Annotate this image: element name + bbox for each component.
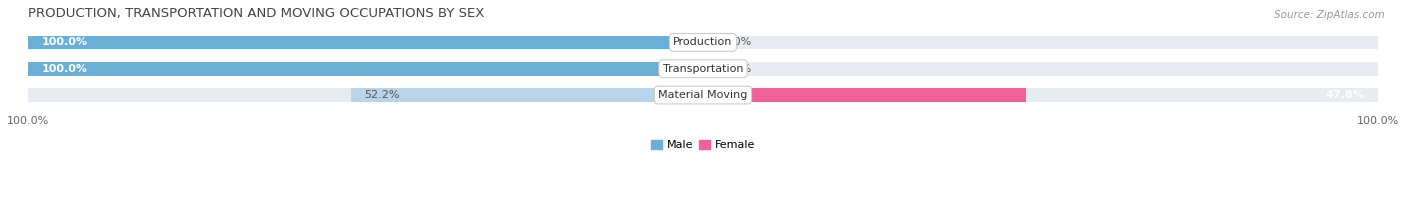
Bar <box>28 35 703 49</box>
Bar <box>703 88 1378 102</box>
Legend: Male, Female: Male, Female <box>647 135 759 154</box>
Bar <box>703 88 1025 102</box>
Bar <box>703 35 1378 49</box>
Bar <box>28 88 703 102</box>
Bar <box>28 35 703 49</box>
Text: Source: ZipAtlas.com: Source: ZipAtlas.com <box>1274 10 1385 20</box>
Text: Transportation: Transportation <box>662 64 744 74</box>
Bar <box>28 62 703 76</box>
Text: 0.0%: 0.0% <box>723 37 751 47</box>
Text: 100.0%: 100.0% <box>42 64 87 74</box>
Text: Production: Production <box>673 37 733 47</box>
Text: PRODUCTION, TRANSPORTATION AND MOVING OCCUPATIONS BY SEX: PRODUCTION, TRANSPORTATION AND MOVING OC… <box>28 7 485 20</box>
Text: 0.0%: 0.0% <box>723 64 751 74</box>
Text: Material Moving: Material Moving <box>658 90 748 100</box>
Text: 52.2%: 52.2% <box>364 90 399 100</box>
Bar <box>703 62 1378 76</box>
Bar <box>28 62 703 76</box>
Text: 100.0%: 100.0% <box>42 37 87 47</box>
Bar <box>350 88 703 102</box>
Text: 47.8%: 47.8% <box>1326 90 1364 100</box>
